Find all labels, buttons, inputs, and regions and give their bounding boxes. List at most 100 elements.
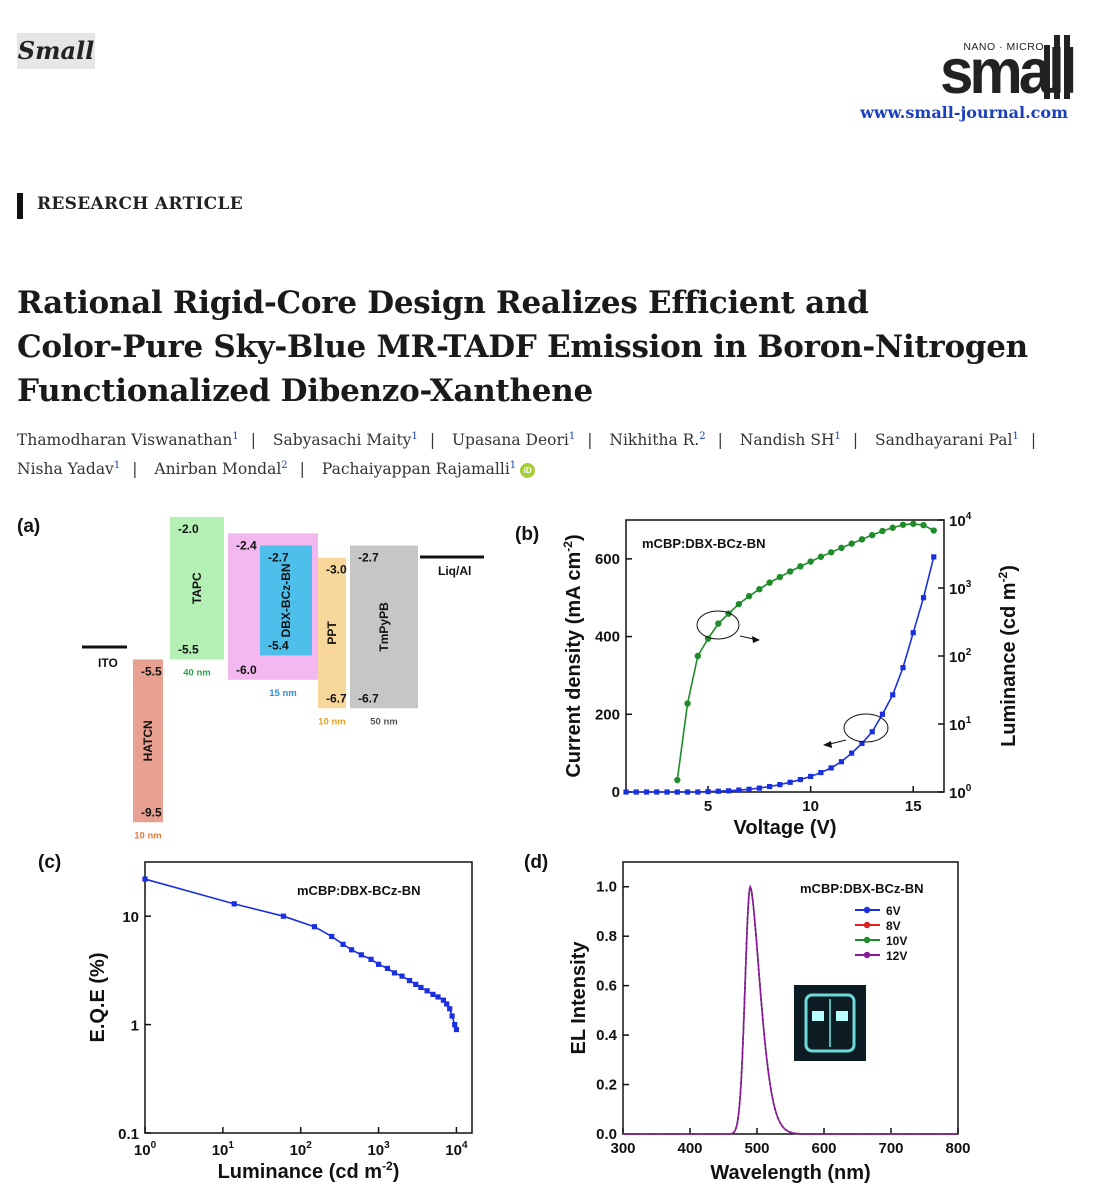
energy-layer-thickness: 15 nm: [269, 688, 296, 699]
energy-layer-dbx-bcz-bn: [260, 545, 312, 656]
data-point: [890, 692, 896, 698]
energy-level-top: -2.4: [236, 538, 257, 552]
energy-level-bottom: -6.7: [358, 691, 379, 705]
data-point: [413, 981, 419, 987]
data-point: [900, 665, 906, 671]
y-axis-label: EL Intensity: [568, 941, 590, 1055]
data-point: [430, 991, 436, 997]
author[interactable]: Sabyasachi Maity1: [272, 431, 418, 449]
tick-label: 0.2: [596, 1077, 617, 1094]
tick-label: 0.0: [596, 1126, 617, 1143]
journal-tag: Small: [17, 33, 95, 69]
tick-label: 500: [744, 1140, 769, 1157]
data-point: [418, 984, 424, 991]
tick-label: 103: [367, 1140, 390, 1159]
device-pixel: [812, 1011, 824, 1021]
data-point: [756, 586, 763, 593]
data-point: [745, 592, 753, 600]
series-line: [623, 884, 958, 1135]
data-point: [931, 554, 937, 560]
data-point: [797, 776, 803, 783]
data-point: [684, 789, 691, 795]
tick-label: 102: [949, 647, 972, 666]
author[interactable]: Nikhitha R.2: [609, 431, 706, 449]
data-point: [674, 789, 680, 795]
tick-exp: 4: [966, 511, 972, 522]
label-text: EL Intensity: [568, 941, 590, 1055]
section-label: RESEARCH ARTICLE: [37, 194, 244, 214]
tick-label: 0: [612, 784, 620, 801]
author[interactable]: Sandhayarani Pal1: [875, 431, 1019, 449]
energy-layer-name: Liq/Al: [438, 564, 471, 578]
plot-frame-d: [622, 861, 959, 1135]
tick-label: 600: [595, 551, 620, 568]
arrow-head: [752, 636, 760, 643]
data-point: [391, 970, 398, 976]
author[interactable]: Thamodharan Viswanathan1: [17, 431, 239, 449]
label-end: ): [998, 565, 1020, 572]
series-line: [676, 522, 935, 781]
data-point: [715, 788, 721, 794]
title-line: Functionalized Dibenzo-Xanthene: [17, 373, 593, 409]
energy-layer-thickness: 50 nm: [370, 716, 397, 727]
data-point: [440, 997, 446, 1003]
tick-label: 101: [949, 715, 972, 734]
author[interactable]: Anirban Mondal2: [154, 460, 288, 478]
series-line: [623, 884, 958, 1135]
label-sup: -2: [382, 1159, 393, 1173]
tick-label: 103: [949, 579, 972, 598]
data-point: [399, 973, 405, 979]
tick-label: 300: [610, 1140, 635, 1157]
tick-label: 800: [945, 1140, 970, 1157]
data-point: [920, 595, 927, 601]
data-point: [766, 579, 773, 586]
tick-label: 0.4: [596, 1027, 618, 1044]
tick-base: 10: [949, 649, 966, 666]
author[interactable]: Nandish SH1: [739, 431, 841, 449]
data-point: [694, 652, 702, 660]
tick-label: 0.8: [596, 928, 617, 945]
tick-base: 10: [949, 513, 966, 530]
energy-level-bottom: -5.5: [178, 642, 199, 656]
energy-layer-name: TAPC: [190, 572, 204, 604]
author[interactable]: Upasana Deori1: [451, 431, 576, 449]
author[interactable]: Nisha Yadav1: [17, 460, 121, 478]
legend-label: 6V: [886, 904, 901, 918]
data-point: [828, 765, 834, 771]
data-point: [444, 1001, 450, 1007]
data-point: [808, 773, 814, 780]
tick-exp: 3: [384, 1140, 390, 1151]
data-point: [797, 563, 804, 570]
tick-exp: 3: [966, 579, 972, 590]
author[interactable]: Pachaiyappan Rajamalli1: [321, 460, 517, 478]
energy-layer-hatcn: [133, 659, 163, 823]
data-point: [435, 994, 441, 1000]
data-point: [838, 759, 845, 765]
tick-label: 5: [704, 798, 712, 815]
tick-exp: 0: [151, 1140, 157, 1151]
tick-label: 600: [811, 1140, 836, 1157]
author-line: Thamodharan Viswanathan1 | Sabyasachi Mai…: [17, 431, 1037, 449]
device-pixel: [836, 1011, 848, 1021]
legend-label: 12V: [886, 949, 907, 963]
tick-label: 100: [949, 783, 972, 802]
orcid-icon[interactable]: iD: [520, 463, 536, 478]
arrow-head: [823, 741, 832, 748]
data-point: [654, 789, 660, 795]
data-point: [375, 961, 382, 967]
series-line: [623, 884, 958, 1135]
data-point: [879, 527, 886, 535]
series-line: [623, 884, 958, 1135]
x-axis-label: Wavelength (nm): [710, 1162, 870, 1184]
plot-annotation: mCBP:DBX-BCz-BN: [642, 536, 766, 551]
journal-url-link[interactable]: www.small-journal.com: [860, 103, 1068, 122]
data-point: [142, 876, 148, 882]
data-point: [664, 789, 670, 795]
legend-marker: [863, 951, 871, 959]
data-point: [348, 947, 355, 953]
data-point: [756, 785, 762, 791]
data-point: [848, 540, 855, 547]
tick-label: 200: [595, 706, 620, 723]
data-point: [930, 527, 937, 534]
data-point: [767, 783, 773, 790]
